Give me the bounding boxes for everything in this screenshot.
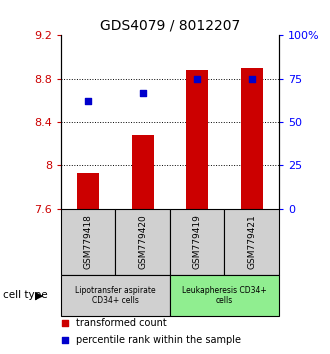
Bar bbox=[61, 209, 116, 275]
Point bbox=[63, 337, 68, 343]
Point bbox=[63, 320, 68, 326]
Point bbox=[85, 98, 91, 104]
Text: GSM779420: GSM779420 bbox=[138, 214, 147, 269]
Text: Lipotransfer aspirate
CD34+ cells: Lipotransfer aspirate CD34+ cells bbox=[75, 286, 156, 305]
Text: GSM779419: GSM779419 bbox=[193, 214, 202, 269]
Text: cell type: cell type bbox=[3, 290, 48, 300]
Bar bbox=[241, 68, 262, 209]
Point bbox=[194, 76, 200, 81]
Text: GSM779421: GSM779421 bbox=[247, 214, 256, 269]
Text: GSM779418: GSM779418 bbox=[84, 214, 93, 269]
Title: GDS4079 / 8012207: GDS4079 / 8012207 bbox=[100, 19, 240, 33]
Text: transformed count: transformed count bbox=[76, 318, 167, 328]
Point bbox=[249, 76, 254, 81]
Point bbox=[140, 90, 145, 96]
Text: ▶: ▶ bbox=[35, 290, 43, 300]
Bar bbox=[77, 173, 99, 209]
Bar bbox=[224, 209, 279, 275]
Bar bbox=[170, 275, 279, 316]
Text: percentile rank within the sample: percentile rank within the sample bbox=[76, 335, 241, 345]
Bar bbox=[61, 275, 170, 316]
Text: Leukapheresis CD34+
cells: Leukapheresis CD34+ cells bbox=[182, 286, 267, 305]
Bar bbox=[170, 209, 224, 275]
Bar bbox=[115, 209, 170, 275]
Bar bbox=[132, 135, 153, 209]
Bar bbox=[186, 70, 208, 209]
